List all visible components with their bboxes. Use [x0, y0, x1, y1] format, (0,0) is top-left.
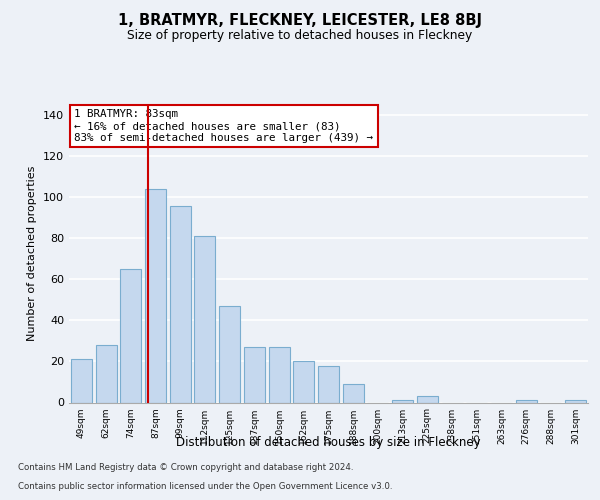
Text: Size of property relative to detached houses in Fleckney: Size of property relative to detached ho… — [127, 29, 473, 42]
Bar — [194, 236, 215, 402]
Bar — [95, 345, 116, 403]
Bar — [244, 347, 265, 403]
Text: Contains public sector information licensed under the Open Government Licence v3: Contains public sector information licen… — [18, 482, 392, 491]
Bar — [392, 400, 413, 402]
Bar — [516, 400, 537, 402]
Bar — [293, 362, 314, 403]
Text: Distribution of detached houses by size in Fleckney: Distribution of detached houses by size … — [176, 436, 481, 449]
Bar — [417, 396, 438, 402]
Bar — [318, 366, 339, 403]
Bar — [343, 384, 364, 402]
Bar — [71, 360, 92, 403]
Text: 1, BRATMYR, FLECKNEY, LEICESTER, LE8 8BJ: 1, BRATMYR, FLECKNEY, LEICESTER, LE8 8BJ — [118, 12, 482, 28]
Bar — [145, 189, 166, 402]
Bar — [269, 347, 290, 403]
Bar — [565, 400, 586, 402]
Bar — [219, 306, 240, 402]
Text: 1 BRATMYR: 83sqm
← 16% of detached houses are smaller (83)
83% of semi-detached : 1 BRATMYR: 83sqm ← 16% of detached house… — [74, 110, 373, 142]
Bar — [120, 269, 141, 402]
Bar — [170, 206, 191, 402]
Y-axis label: Number of detached properties: Number of detached properties — [28, 166, 37, 342]
Text: Contains HM Land Registry data © Crown copyright and database right 2024.: Contains HM Land Registry data © Crown c… — [18, 464, 353, 472]
